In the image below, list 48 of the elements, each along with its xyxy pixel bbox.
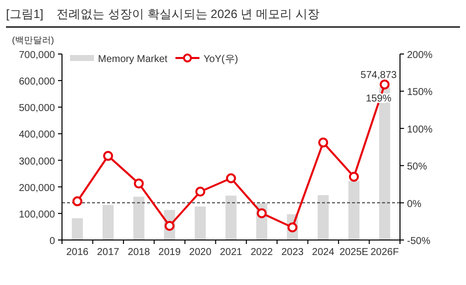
y2-tick-label: 200%	[407, 50, 433, 61]
y2-tick-label: 50%	[407, 162, 428, 173]
point	[380, 80, 390, 90]
point	[348, 172, 359, 182]
ylabel: (백만달러)	[12, 35, 54, 45]
point	[72, 196, 82, 206]
legend-item: YoY(우)	[175, 54, 238, 65]
x-tick-label: 2025E	[339, 247, 369, 258]
y2-tick-label: 100%	[407, 124, 433, 136]
y2-tick-label: 150%	[407, 87, 433, 98]
bar	[194, 206, 206, 240]
point	[256, 208, 267, 218]
y-tick-label: 300,000	[18, 156, 56, 168]
x-tick-label: 2026F	[370, 247, 399, 258]
x-tick-label: 2023	[281, 247, 304, 258]
point	[134, 178, 144, 188]
y2-tick-label: -50%	[407, 236, 430, 247]
x-tick-label: 2018	[128, 247, 150, 258]
point	[103, 150, 114, 161]
bar	[348, 181, 360, 240]
legend-label: YoY(우)	[203, 54, 238, 65]
title: [그림1] 전례없는 성장이 확실시되는 2026 년 메모리 시장	[6, 7, 320, 21]
point	[195, 186, 206, 197]
x-tick-label: 2016	[66, 247, 89, 258]
bar	[102, 204, 114, 240]
y-tick-label: 400,000	[18, 130, 56, 141]
y-tick-label: 500,000	[18, 103, 56, 114]
bar	[72, 218, 83, 240]
x-tick-label: 2020	[189, 247, 212, 258]
y-tick-label: 200,000	[18, 182, 56, 194]
legend-item: Memory Market	[70, 54, 168, 65]
x-tick-label: 2022	[250, 247, 274, 258]
x-tick-label: 2021	[220, 247, 243, 258]
y-tick-label: 600,000	[18, 76, 56, 88]
x-tick-label: 2024	[312, 247, 335, 258]
point	[318, 138, 328, 148]
x-tick-label: 2019	[158, 247, 182, 258]
y-tick-label: 700,000	[18, 50, 56, 61]
bar	[225, 196, 237, 240]
data-label: 574,873	[360, 70, 398, 82]
y-tick-label: 100,000	[18, 209, 56, 220]
point	[226, 173, 236, 184]
y2-tick-label: 0%	[407, 198, 422, 210]
bar	[133, 196, 144, 240]
bar	[318, 195, 329, 240]
y-tick-label: 0	[49, 236, 56, 247]
legend-label: Memory Market	[98, 54, 168, 65]
x-tick-label: 2017	[96, 247, 120, 258]
